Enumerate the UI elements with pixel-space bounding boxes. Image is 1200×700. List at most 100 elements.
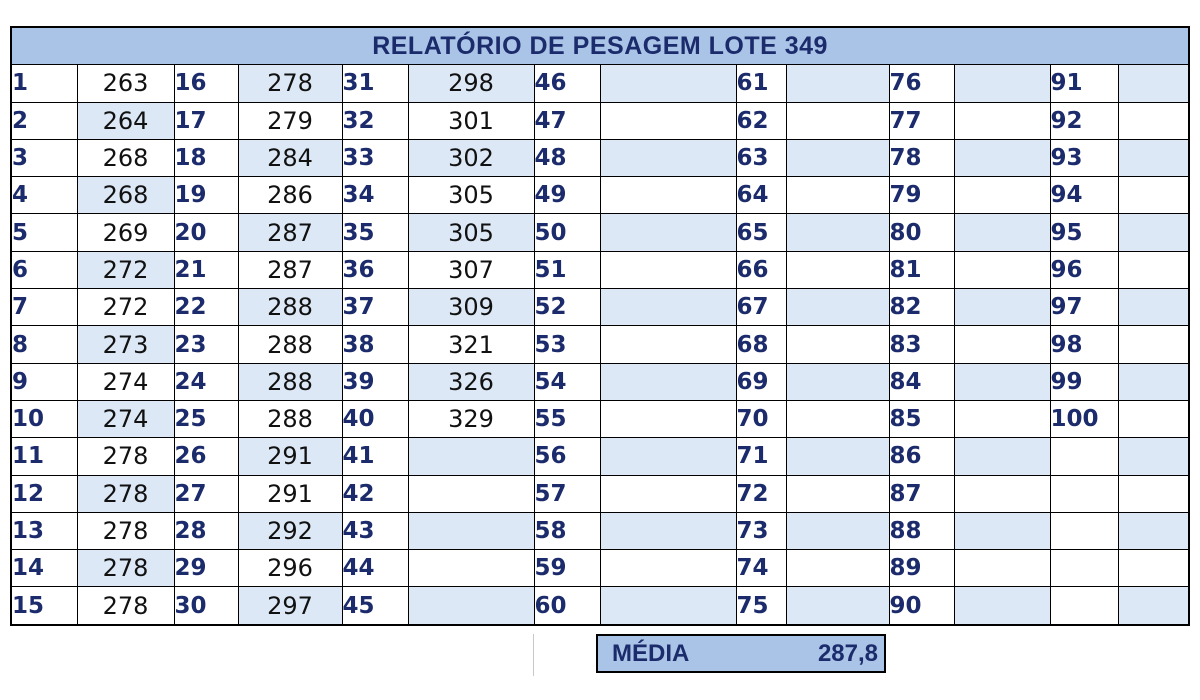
- table-row: 7 272 22 288 37 309 52 67 82 97: [10, 288, 1190, 327]
- average-summary: MÉDIA 287,8: [596, 634, 886, 673]
- animal-index-cell: 57: [533, 474, 601, 513]
- weight-cell: 291: [237, 437, 343, 476]
- animal-index-cell: 46: [533, 64, 601, 103]
- animal-index-cell: [1049, 437, 1119, 476]
- animal-index-cell: 59: [533, 549, 601, 588]
- animal-index-cell: 35: [341, 213, 409, 252]
- weight-cell: 305: [407, 213, 535, 252]
- animal-index-cell: 50: [533, 213, 601, 252]
- animal-index-cell: 6: [10, 250, 78, 290]
- animal-index-cell: 18: [173, 138, 239, 178]
- weight-cell: 273: [76, 325, 175, 364]
- animal-index-cell: 99: [1049, 362, 1119, 401]
- weight-cell: 278: [76, 549, 175, 588]
- gridline: [533, 634, 534, 676]
- weight-cell: [785, 288, 890, 327]
- weight-cell: [599, 325, 737, 364]
- animal-index-cell: 96: [1049, 250, 1119, 290]
- weight-cell: [785, 399, 890, 439]
- animal-index-cell: 5: [10, 213, 78, 252]
- animal-index-cell: 94: [1049, 176, 1119, 215]
- weight-cell: 302: [407, 138, 535, 178]
- animal-index-cell: 44: [341, 549, 409, 588]
- animal-index-cell: 91: [1049, 64, 1119, 103]
- animal-index-cell: 83: [888, 325, 955, 364]
- report-title: RELATÓRIO DE PESAGEM LOTE 349: [10, 26, 1190, 66]
- animal-index-cell: 68: [735, 325, 787, 364]
- weight-cell: [785, 176, 890, 215]
- animal-index-cell: 28: [173, 511, 239, 551]
- animal-index-cell: 3: [10, 138, 78, 178]
- weight-cell: [785, 437, 890, 476]
- animal-index-cell: 15: [10, 586, 78, 626]
- weight-cell: 326: [407, 362, 535, 401]
- animal-index-cell: 86: [888, 437, 955, 476]
- animal-index-cell: 71: [735, 437, 787, 476]
- weight-cell: [953, 250, 1051, 290]
- animal-index-cell: 40: [341, 399, 409, 439]
- animal-index-cell: 36: [341, 250, 409, 290]
- weight-cell: [953, 176, 1051, 215]
- animal-index-cell: 21: [173, 250, 239, 290]
- weight-cell: 288: [237, 325, 343, 364]
- animal-index-cell: 45: [341, 586, 409, 626]
- animal-index-cell: 1: [10, 64, 78, 103]
- table-row: 5 269 20 287 35 305 50 65 80 95: [10, 213, 1190, 252]
- weight-cell: 305: [407, 176, 535, 215]
- weight-cell: 288: [237, 399, 343, 439]
- animal-index-cell: 14: [10, 549, 78, 588]
- weight-cell: [1117, 586, 1190, 626]
- weight-cell: [785, 138, 890, 178]
- weight-cell: 272: [76, 250, 175, 290]
- weight-cell: [1117, 325, 1190, 364]
- animal-index-cell: 22: [173, 288, 239, 327]
- weight-cell: [785, 250, 890, 290]
- weight-cell: [953, 362, 1051, 401]
- animal-index-cell: 41: [341, 437, 409, 476]
- animal-index-cell: 84: [888, 362, 955, 401]
- weight-cell: [785, 586, 890, 626]
- animal-index-cell: 43: [341, 511, 409, 551]
- weight-cell: [785, 511, 890, 551]
- weight-cell: [1117, 362, 1190, 401]
- weight-cell: 284: [237, 138, 343, 178]
- weight-cell: 288: [237, 362, 343, 401]
- weight-cell: 287: [237, 250, 343, 290]
- animal-index-cell: 73: [735, 511, 787, 551]
- weight-cell: [599, 138, 737, 178]
- weight-cell: 298: [407, 64, 535, 103]
- animal-index-cell: 62: [735, 101, 787, 140]
- animal-index-cell: 4: [10, 176, 78, 215]
- weight-cell: [1117, 138, 1190, 178]
- animal-index-cell: 64: [735, 176, 787, 215]
- weight-cell: [599, 176, 737, 215]
- animal-index-cell: 77: [888, 101, 955, 140]
- animal-index-cell: 2: [10, 101, 78, 140]
- weight-cell: 264: [76, 101, 175, 140]
- animal-index-cell: 38: [341, 325, 409, 364]
- animal-index-cell: 70: [735, 399, 787, 439]
- weight-cell: [785, 64, 890, 103]
- table-row: 3 268 18 284 33 302 48 63 78 93: [10, 138, 1190, 178]
- table-row: 11 278 26 291 41 56 71 86: [10, 437, 1190, 476]
- animal-index-cell: 81: [888, 250, 955, 290]
- weight-cell: 309: [407, 288, 535, 327]
- weight-cell: [785, 474, 890, 513]
- weight-cell: 288: [237, 288, 343, 327]
- animal-index-cell: 24: [173, 362, 239, 401]
- weight-cell: [953, 288, 1051, 327]
- animal-index-cell: 11: [10, 437, 78, 476]
- table-row: 6 272 21 287 36 307 51 66 81 96: [10, 250, 1190, 290]
- weight-cell: 278: [76, 437, 175, 476]
- animal-index-cell: 78: [888, 138, 955, 178]
- weight-cell: [1117, 250, 1190, 290]
- animal-index-cell: 26: [173, 437, 239, 476]
- table-row: 13 278 28 292 43 58 73 88: [10, 511, 1190, 551]
- weight-cell: 274: [76, 399, 175, 439]
- animal-index-cell: 42: [341, 474, 409, 513]
- animal-index-cell: 16: [173, 64, 239, 103]
- animal-index-cell: 37: [341, 288, 409, 327]
- weight-cell: [1117, 288, 1190, 327]
- weight-cell: [599, 288, 737, 327]
- weight-cell: 307: [407, 250, 535, 290]
